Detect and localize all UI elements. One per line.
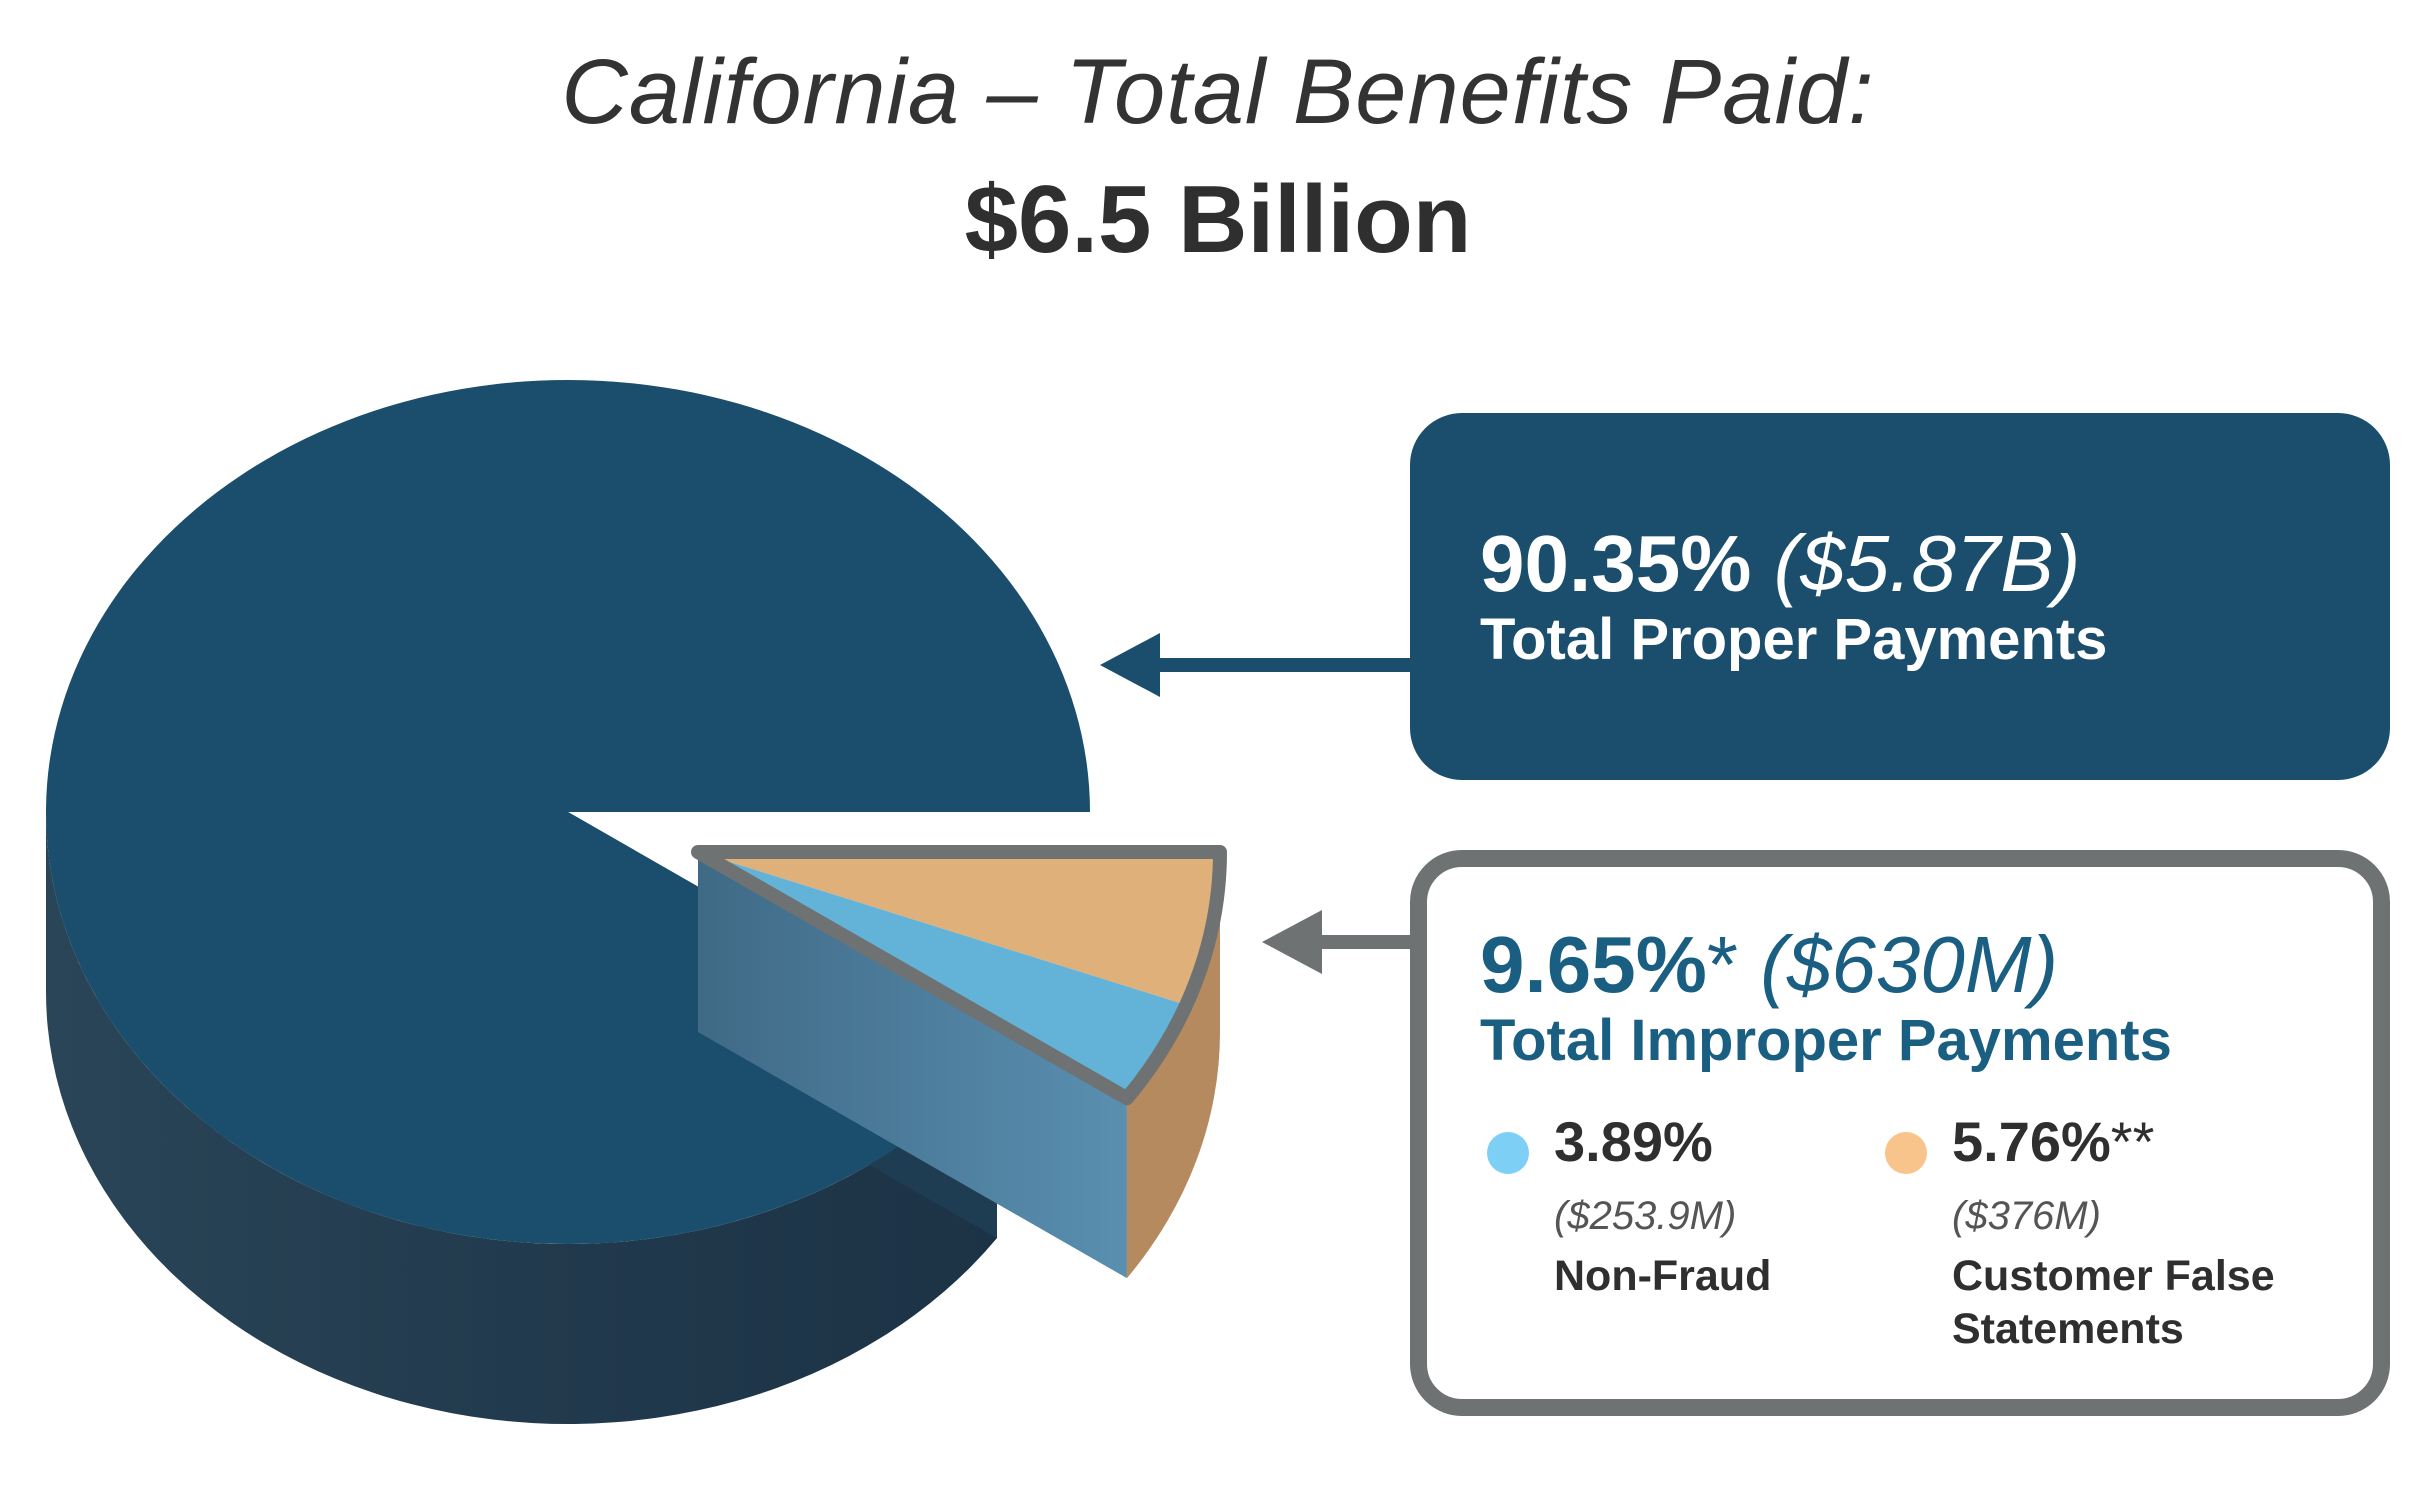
proper-slice-side <box>46 812 997 1424</box>
improper-percent: 9.65% <box>1480 920 1707 1009</box>
false-statements-percent-value: 5.76% <box>1952 1110 2111 1173</box>
proper-label: Total Proper Payments <box>1480 607 2108 672</box>
non-fraud-amount: ($253.9M) <box>1554 1194 1737 1238</box>
false-statements-amount: ($376M) <box>1952 1194 2101 1238</box>
pie-slices <box>46 379 1227 1424</box>
false-statements-legend-dot <box>1885 1132 1927 1174</box>
non-fraud-label: Non-Fraud <box>1554 1252 1772 1300</box>
improper-arrow-head <box>1262 910 1322 974</box>
chart-subtitle: $6.5 Billion <box>964 166 1472 273</box>
improper-slice-side <box>1126 852 1220 1279</box>
improper-arrow <box>1262 910 1410 974</box>
non-fraud-percent-value: 3.89% <box>1554 1110 1713 1173</box>
proper-amount: ($5.87B) <box>1773 519 2081 608</box>
proper-payments-value: 90.35% ($5.87B) <box>1480 518 2080 610</box>
false-statements-percent: 5.76%** <box>1952 1109 2154 1174</box>
proper-percent: 90.35% <box>1480 519 1752 608</box>
proper-payments-card: 90.35% ($5.87B) Total Proper Payments <box>1410 413 2390 780</box>
improper-slice-outline <box>691 845 1227 1106</box>
false-statements-label-line-2: Statements <box>1952 1305 2184 1353</box>
callout-arrows <box>1100 633 1410 974</box>
non-fraud-slice <box>698 852 1187 1099</box>
improper-label: Total Improper Payments <box>1480 1008 2172 1073</box>
improper-payments-card: 9.65%* ($630M) Total Improper Payments 3… <box>1410 850 2390 1416</box>
chart-title: California – Total Benefits Paid: <box>561 41 1875 143</box>
non-fraud-legend-dot <box>1487 1132 1529 1174</box>
false-statements-footnote-mark: ** <box>2110 1110 2155 1173</box>
non-fraud-percent: 3.89% <box>1554 1109 1713 1174</box>
proper-arrow-head <box>1100 633 1160 697</box>
improper-slice-cut-face <box>698 852 1127 1279</box>
improper-amount: ($630M) <box>1760 920 2059 1009</box>
improper-payments-value: 9.65%* ($630M) <box>1480 919 2058 1011</box>
proper-arrow <box>1100 633 1410 697</box>
false-statements-slice <box>698 852 1220 1005</box>
improper-footnote-mark: * <box>1706 920 1738 1009</box>
false-statements-label-line-1: Customer False <box>1952 1252 2275 1300</box>
